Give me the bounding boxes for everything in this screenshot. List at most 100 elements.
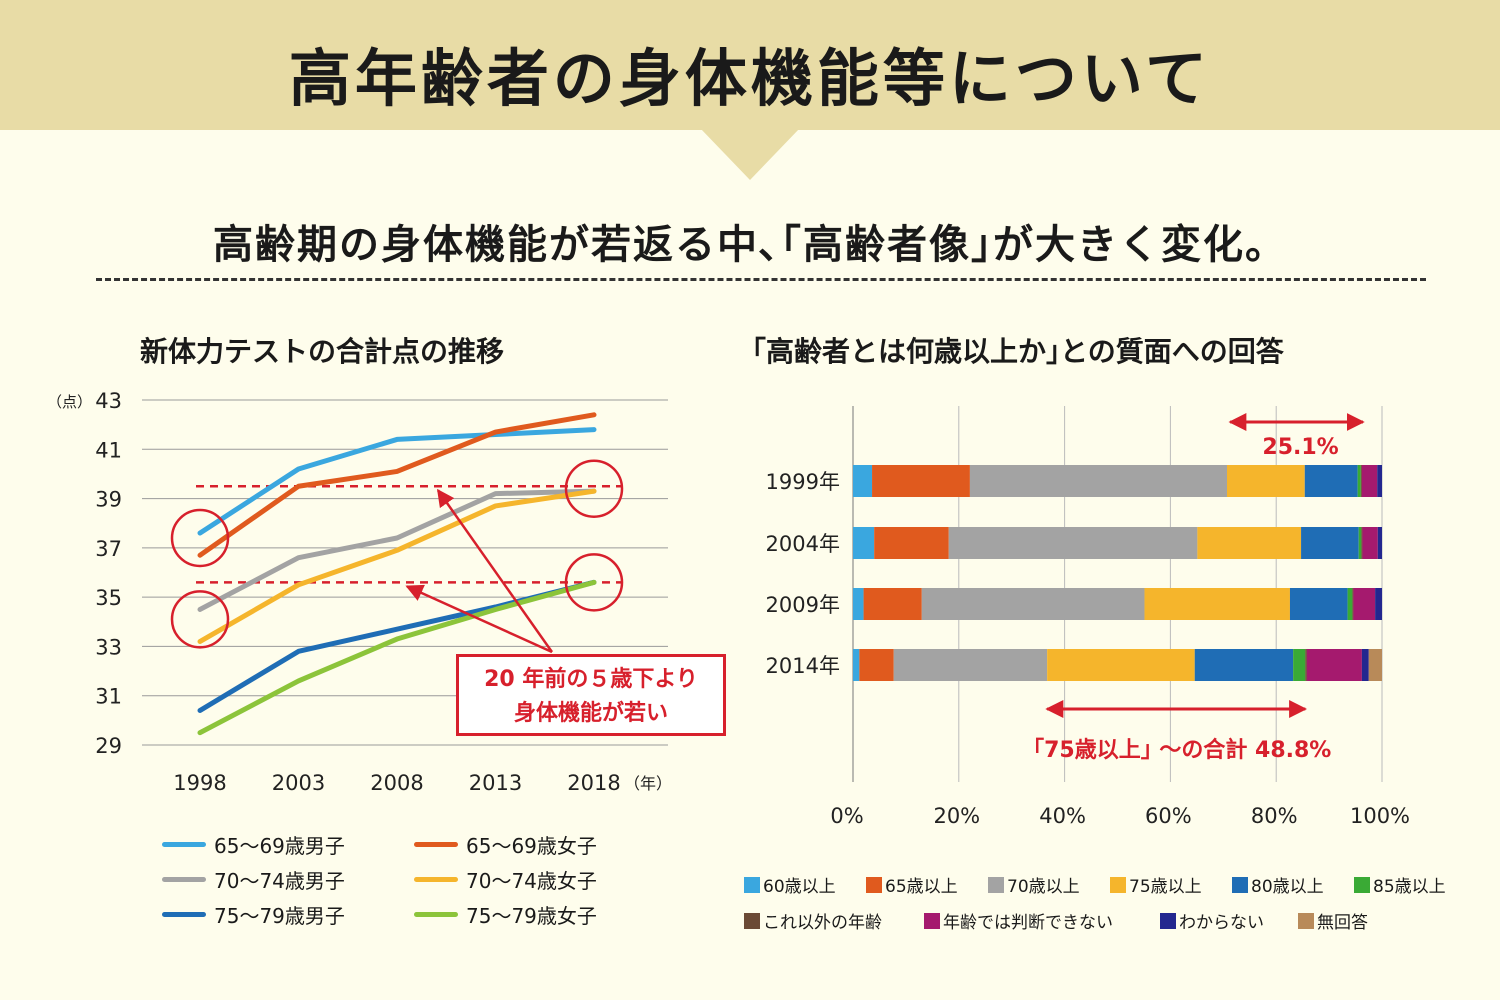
x-tick-label: 2003 xyxy=(272,771,325,795)
legend-swatch xyxy=(414,877,458,882)
legend-item: 75〜79歳女子 xyxy=(414,900,597,929)
annotation-arrow xyxy=(405,584,553,654)
legend-item: 65歳以上 xyxy=(866,872,958,897)
bar-segment xyxy=(948,527,1198,559)
bar-segment xyxy=(1301,527,1359,559)
bar-segment xyxy=(1361,465,1378,497)
y-tick-label: 39 xyxy=(95,488,122,512)
legend-swatch xyxy=(1298,912,1314,929)
highlight-circle xyxy=(564,459,624,518)
legend-item: 60歳以上 xyxy=(744,872,836,897)
highlight-circle xyxy=(564,553,624,612)
bar-segment xyxy=(853,588,864,620)
x-tick-label: 40% xyxy=(1039,804,1086,828)
dashed-divider xyxy=(96,278,1426,281)
legend-item: これ以外の年齢 xyxy=(744,908,882,933)
bar-segment xyxy=(872,465,970,497)
y-tick-label: 37 xyxy=(95,537,122,561)
x-tick-label: 2008 xyxy=(370,771,423,795)
y-tick-label: 35 xyxy=(95,586,122,610)
bar-segment xyxy=(1361,649,1369,681)
x-tick-label: 80% xyxy=(1251,804,1298,828)
x-tick-label: 2018 xyxy=(567,771,620,795)
x-tick-label: 2013 xyxy=(469,771,522,795)
legend-item: 70歳以上 xyxy=(988,872,1080,897)
x-tick-label: 1998 xyxy=(173,771,226,795)
bar-segment xyxy=(1362,527,1378,559)
legend-item: 80歳以上 xyxy=(1232,872,1324,897)
bar-segment xyxy=(853,465,873,497)
page-subtitle: 高齢期の身体機能が若返る中､｢高齢者像｣が大きく変化。 xyxy=(213,222,1287,268)
bar-chart-legend: 60歳以上 65歳以上 70歳以上 75歳以上 80歳以上 85歳以上 これ以外の年齢 年齢で… xyxy=(740,872,1500,942)
bar-segment xyxy=(863,588,922,620)
bar-segment xyxy=(859,649,894,681)
bar-segment xyxy=(921,588,1145,620)
legend-label: 75〜79歳男子 xyxy=(214,904,345,928)
line-chart-legend: 65〜69歳男子 65〜69歳女子 70〜74歳男子 70〜74歳女子 75〜79歳男子… xyxy=(0,830,740,940)
legend-label: 70歳以上 xyxy=(1007,877,1080,897)
bar-chart: 0% 20% 40% 60% 80% 100% 1999年 2004年 2009年 2014年 25… xyxy=(766,406,1410,828)
y-tick-label: 43 xyxy=(95,389,122,413)
bar-segment xyxy=(853,649,860,681)
legend-item: 65〜69歳女子 xyxy=(414,830,597,859)
legend-swatch xyxy=(414,842,458,847)
bar-segment xyxy=(969,465,1228,497)
bar-segment xyxy=(1293,649,1306,681)
y-tick-label: 31 xyxy=(95,685,122,709)
bar-segment xyxy=(1353,588,1376,620)
bar-segment xyxy=(1368,649,1382,681)
bar-segment xyxy=(874,527,949,559)
legend-label: 65歳以上 xyxy=(885,877,958,897)
bar-segment xyxy=(1360,465,1362,497)
legend-swatch xyxy=(162,912,206,917)
bar-segment xyxy=(1194,649,1294,681)
legend-swatch xyxy=(988,876,1004,893)
legend-swatch xyxy=(162,877,206,882)
series-line xyxy=(197,488,597,644)
legend-label: 70〜74歳女子 xyxy=(466,869,597,893)
legend-label: これ以外の年齢 xyxy=(763,913,882,933)
x-tick-label: 20% xyxy=(933,804,980,828)
bar-segment xyxy=(1304,465,1358,497)
legend-item: 70〜74歳男子 xyxy=(162,865,345,894)
y-category-label: 2014年 xyxy=(766,654,840,678)
y-tick-label: 41 xyxy=(95,438,122,462)
legend-swatch xyxy=(1232,876,1248,893)
legend-label: 60歳以上 xyxy=(763,877,836,897)
range-label-bottom: ｢75歳以上｣ 〜の合計 48.8% xyxy=(1033,737,1331,763)
bar-segment xyxy=(1361,527,1363,559)
legend-label: 75〜79歳女子 xyxy=(466,904,597,928)
y-tick-label: 29 xyxy=(95,734,122,758)
legend-swatch xyxy=(866,876,882,893)
bar-segment xyxy=(853,527,875,559)
series-line xyxy=(197,427,597,536)
y-category-label: 2009年 xyxy=(766,593,840,617)
bar-segment xyxy=(1306,649,1362,681)
legend-label: 年齢では判断できない xyxy=(943,913,1113,933)
legend-label: 無回答 xyxy=(1317,913,1368,933)
bar-segment xyxy=(1347,588,1353,620)
x-tick-label: 100% xyxy=(1350,804,1410,828)
bar-segment xyxy=(1358,527,1362,559)
legend-item: 70〜74歳女子 xyxy=(414,865,597,894)
annotation-arrow xyxy=(436,488,554,653)
legend-item: 年齢では判断できない xyxy=(924,908,1113,933)
bar-segment xyxy=(1047,649,1195,681)
bar-segment xyxy=(1144,588,1290,620)
legend-label: 80歳以上 xyxy=(1251,877,1324,897)
legend-item: 75〜79歳男子 xyxy=(162,900,345,929)
highlight-circle xyxy=(170,590,230,649)
legend-label: 65〜69歳男子 xyxy=(214,834,345,858)
bar-segment xyxy=(1352,588,1354,620)
legend-swatch xyxy=(1160,912,1176,929)
legend-item: 無回答 xyxy=(1298,908,1368,933)
legend-swatch xyxy=(924,912,940,929)
series-line xyxy=(197,412,597,558)
header-banner xyxy=(0,0,1500,130)
annotation-line-2: 身体機能が若い xyxy=(513,701,668,726)
legend-label: 70〜74歳男子 xyxy=(214,869,345,893)
legend-label: 65〜69歳女子 xyxy=(466,834,597,858)
bar-segment xyxy=(1375,588,1382,620)
legend-swatch xyxy=(1354,876,1370,893)
legend-swatch xyxy=(162,842,206,847)
